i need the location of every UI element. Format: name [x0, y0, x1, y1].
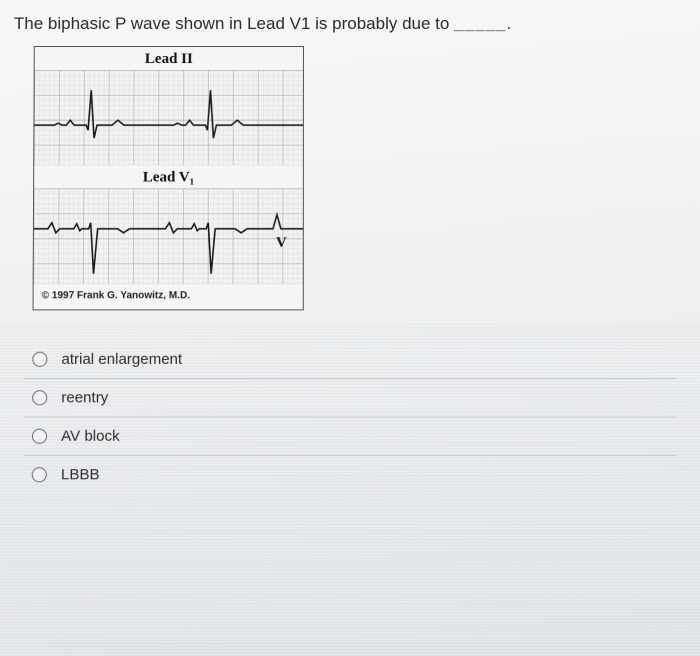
option-label: LBBB [61, 466, 100, 483]
opt-reentry[interactable]: reentry [24, 379, 676, 417]
question-suffix: . [506, 14, 511, 33]
leadv1-grid [34, 189, 303, 284]
leadv1-label: Lead V₁ [34, 165, 303, 188]
option-label: AV block [61, 428, 120, 445]
opt-avblock[interactable]: AV block [24, 418, 676, 456]
leadv1-svg: V [34, 188, 303, 284]
options-list: atrial enlargement reentry AV block LBBB [24, 341, 677, 494]
lead2-label: Lead II [35, 47, 303, 70]
radio-icon[interactable] [32, 467, 47, 482]
question-blank: _____ [454, 14, 506, 33]
opt-atrial[interactable]: atrial enlargement [24, 341, 676, 379]
quiz-card: The biphasic P wave shown in Lead V1 is … [0, 0, 700, 656]
figure-copyright: © 1997 Frank G. Yanowitz, M.D. [34, 284, 303, 303]
radio-icon[interactable] [32, 352, 47, 367]
question-text: The biphasic P wave shown in Lead V1 is … [14, 14, 686, 34]
lead2-svg [34, 70, 303, 165]
radio-icon[interactable] [32, 429, 47, 444]
ecg-figure: Lead II Lead V₁ V © 1997 Frank G. Yanowi… [33, 46, 304, 310]
lead2-grid [34, 70, 303, 165]
radio-icon[interactable] [32, 390, 47, 405]
leadv1-strip: V [34, 188, 303, 284]
question-stem: The biphasic P wave shown in Lead V1 is … [14, 14, 454, 33]
option-label: reentry [61, 389, 108, 406]
lead2-strip [34, 70, 303, 165]
option-label: atrial enlargement [61, 351, 182, 368]
v-marker-label: V [276, 235, 287, 251]
opt-lbbb[interactable]: LBBB [24, 456, 677, 494]
